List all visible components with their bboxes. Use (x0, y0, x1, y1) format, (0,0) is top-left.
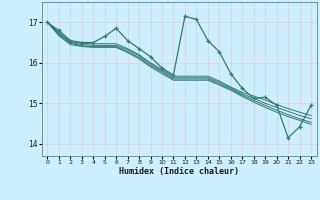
X-axis label: Humidex (Indice chaleur): Humidex (Indice chaleur) (119, 167, 239, 176)
